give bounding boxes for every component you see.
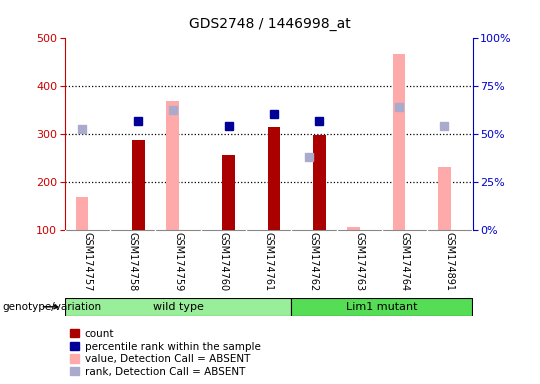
Text: GSM174761: GSM174761 (264, 232, 274, 291)
Text: GSM174764: GSM174764 (400, 232, 409, 291)
Text: GDS2748 / 1446998_at: GDS2748 / 1446998_at (189, 17, 351, 31)
Text: GSM174758: GSM174758 (128, 232, 138, 292)
Bar (132, 140, 145, 230)
Text: genotype/variation: genotype/variation (3, 302, 102, 312)
Bar (393, 54, 406, 230)
Bar (76, 197, 89, 230)
Text: GSM174763: GSM174763 (354, 232, 364, 291)
Bar (222, 154, 235, 230)
Text: GSM174891: GSM174891 (445, 232, 455, 291)
Bar (347, 227, 360, 230)
Bar (268, 127, 280, 230)
Text: GSM174759: GSM174759 (173, 232, 183, 292)
Legend: count, percentile rank within the sample, value, Detection Call = ABSENT, rank, : count, percentile rank within the sample… (70, 329, 260, 377)
Bar (166, 101, 179, 230)
Bar (65, 298, 291, 316)
Text: GSM174760: GSM174760 (218, 232, 228, 291)
Bar (291, 298, 472, 316)
Text: Lim1 mutant: Lim1 mutant (346, 302, 417, 312)
Bar (438, 167, 451, 230)
Text: GSM174762: GSM174762 (309, 232, 319, 292)
Text: wild type: wild type (153, 302, 204, 312)
Bar (313, 136, 326, 230)
Text: GSM174757: GSM174757 (83, 232, 92, 292)
